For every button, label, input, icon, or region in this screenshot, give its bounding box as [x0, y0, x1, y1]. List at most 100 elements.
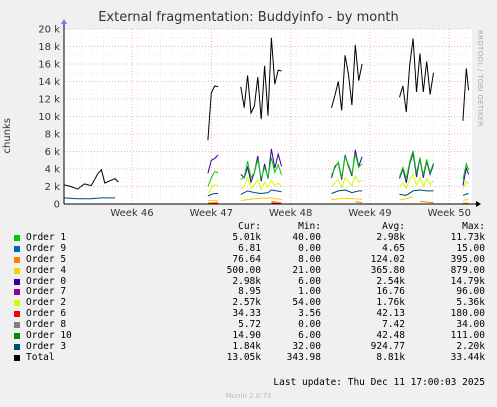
legend-max: 15.00	[456, 242, 485, 254]
series-line-order-1	[399, 150, 434, 179]
series-line-order-5	[419, 200, 434, 204]
legend-cur: 6.81	[238, 242, 261, 254]
legend-cur: 2.57k	[232, 297, 261, 309]
series-line-order-4	[462, 199, 469, 201]
series-line-order-2	[399, 173, 434, 190]
header-min: Min:	[298, 221, 321, 232]
series-line-order-5	[271, 200, 282, 204]
legend-avg: 4.65	[382, 242, 405, 254]
legend-name: Order 10	[26, 330, 72, 342]
x-tick-label: Week 46	[110, 208, 153, 219]
legend-min: 0.00	[298, 319, 321, 331]
legend-name: Order 9	[26, 242, 67, 254]
series-line-order-2	[207, 184, 219, 194]
series-line-order-0	[240, 148, 283, 184]
legend-row: Order 9 6.81 0.00 4.65 15.00	[0, 242, 497, 255]
x-tick-label: Week 50	[428, 208, 471, 219]
legend-header: Cur: Min: Avg: Max:	[0, 221, 497, 233]
legend-swatch	[14, 354, 20, 361]
x-tick-label: Week 49	[348, 208, 391, 219]
legend-min: 6.00	[298, 275, 321, 287]
y-axis-arrow	[61, 19, 67, 24]
y-tick-label: 6 k	[45, 147, 61, 158]
series-line-order-5	[355, 201, 363, 204]
legend-cur: 8.95	[238, 286, 261, 298]
series-line-total	[399, 38, 434, 113]
series-line-order-0	[462, 166, 470, 186]
legend-min: 54.00	[292, 297, 321, 309]
legend-min: 0.00	[298, 242, 321, 254]
legend-swatch	[14, 343, 20, 350]
chart-canvas: 0 2 k 4 k 6 k 8 k 10 k 12 k 14 k 16 k 18 k 20 k We…	[38, 19, 481, 219]
legend-avg: 1.76k	[376, 297, 405, 309]
y-tick-label: 14 k	[38, 77, 60, 88]
legend-row: Order 4 500.00 21.00 365.80 879.00	[0, 264, 497, 277]
chart-title: External fragmentation: Buddyinfo - by m…	[98, 10, 399, 25]
legend-min: 1.00	[298, 286, 321, 298]
legend-max: 2.20k	[456, 340, 485, 352]
y-tick-label: 2 k	[45, 182, 61, 193]
legend-min: 8.00	[298, 253, 321, 265]
legend-swatch	[14, 300, 20, 307]
legend-min: 40.00	[292, 232, 321, 243]
header-avg: Avg:	[382, 221, 405, 232]
legend-swatch	[14, 311, 20, 318]
legend-cur: 5.01k	[232, 232, 261, 243]
legend-name: Order 2	[26, 297, 67, 309]
legend-avg: 2.54k	[376, 275, 405, 287]
legend-max: 34.00	[456, 319, 485, 331]
legend-swatch	[14, 267, 20, 274]
legend-name: Total	[26, 351, 55, 363]
legend-swatch	[14, 256, 20, 263]
x-tick-label: Week 48	[269, 208, 312, 219]
legend-max: 111.00	[450, 330, 485, 342]
series-line-order-3	[462, 193, 469, 196]
legend-name: Order 4	[26, 264, 67, 276]
series-line-order-3	[240, 189, 282, 195]
legend-max: 11.73k	[450, 232, 485, 243]
series-line-order-5	[207, 201, 219, 204]
x-axis-arrow	[476, 201, 481, 207]
y-tick-label: 4 k	[45, 165, 61, 176]
legend-max: 180.00	[450, 308, 485, 320]
legend-name: Order 6	[26, 308, 67, 320]
y-tick-label: 8 k	[45, 130, 61, 141]
legend-min: 21.00	[292, 264, 321, 276]
series-line-total	[331, 44, 363, 111]
legend-row: Order 6 34.33 3.56 42.13 180.00	[0, 308, 497, 320]
legend-avg: 8.81k	[376, 351, 405, 363]
legend-max: 879.00	[450, 264, 485, 276]
legend-min: 32.00	[292, 340, 321, 352]
munin-version: Munin 2.0.73	[225, 392, 272, 400]
legend-row: Total 13.05k 343.98 8.81k 33.44k	[0, 351, 497, 364]
legend-name: Order 0	[26, 275, 67, 287]
series-line-order-4	[399, 196, 414, 201]
legend-max: 14.79k	[450, 275, 485, 287]
legend-avg: 124.02	[370, 253, 405, 265]
legend-swatch	[14, 289, 20, 296]
series-line-order-1	[462, 162, 470, 180]
legend-cur: 76.64	[232, 253, 261, 265]
legend-row: Order 3 1.84k 32.00 924.77 2.20k	[0, 340, 497, 353]
legend-cur: 34.33	[232, 308, 261, 320]
legend-cur: 5.72	[238, 319, 261, 331]
y-tick-label: 20 k	[38, 25, 60, 36]
header-cur: Cur:	[238, 221, 261, 232]
legend-min: 3.56	[298, 308, 321, 320]
legend-avg: 2.98k	[376, 232, 405, 243]
y-tick-label: 12 k	[38, 95, 60, 106]
legend-rows: Order 1 5.01k 40.00 2.98k 11.73k Order 9 6.81 0…	[0, 232, 497, 364]
legend-swatch	[14, 322, 20, 329]
legend-row: Order 8 5.72 0.00 7.42 34.00	[0, 319, 497, 331]
series-line-order-4	[331, 197, 363, 201]
legend-swatch	[14, 278, 20, 285]
legend-cur: 1.84k	[232, 340, 261, 352]
legend-row: Order 2 2.57k 54.00 1.76k 5.36k	[0, 297, 497, 309]
legend-avg: 365.80	[370, 264, 405, 276]
y-tick-labels: 0 2 k 4 k 6 k 8 k 10 k 12 k 14 k 16 k 18 k 20 k	[38, 25, 60, 211]
legend-cur: 2.98k	[232, 275, 261, 287]
series-line-total	[240, 37, 282, 120]
y-tick-label: 0	[54, 200, 60, 211]
series-line-order-2	[331, 174, 363, 189]
series-line-total	[63, 168, 119, 190]
